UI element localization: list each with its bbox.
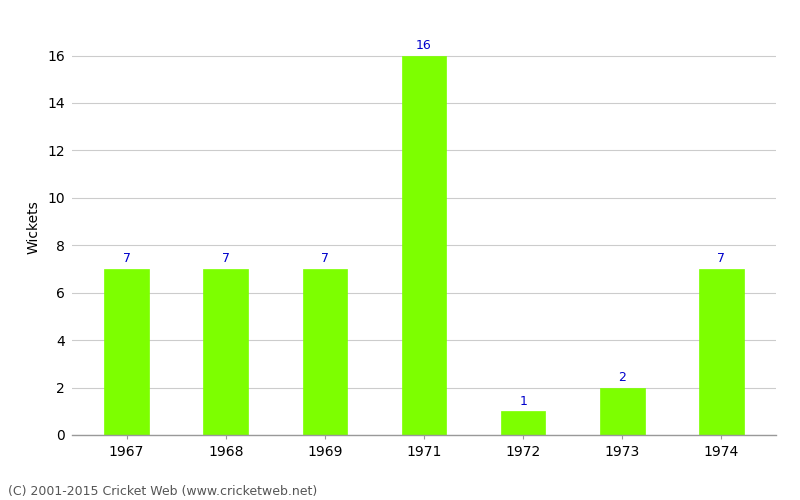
Bar: [203, 269, 248, 435]
Bar: [302, 269, 347, 435]
Bar: [699, 269, 744, 435]
Bar: [600, 388, 645, 435]
Y-axis label: Wickets: Wickets: [26, 200, 40, 254]
Bar: [104, 269, 149, 435]
Bar: [501, 412, 546, 435]
Text: 7: 7: [321, 252, 329, 266]
Text: 7: 7: [718, 252, 726, 266]
Text: (C) 2001-2015 Cricket Web (www.cricketweb.net): (C) 2001-2015 Cricket Web (www.cricketwe…: [8, 484, 318, 498]
Text: 16: 16: [416, 39, 432, 52]
Text: 1: 1: [519, 394, 527, 407]
Text: 7: 7: [222, 252, 230, 266]
Text: 7: 7: [122, 252, 130, 266]
Text: 2: 2: [618, 371, 626, 384]
Bar: [402, 56, 446, 435]
